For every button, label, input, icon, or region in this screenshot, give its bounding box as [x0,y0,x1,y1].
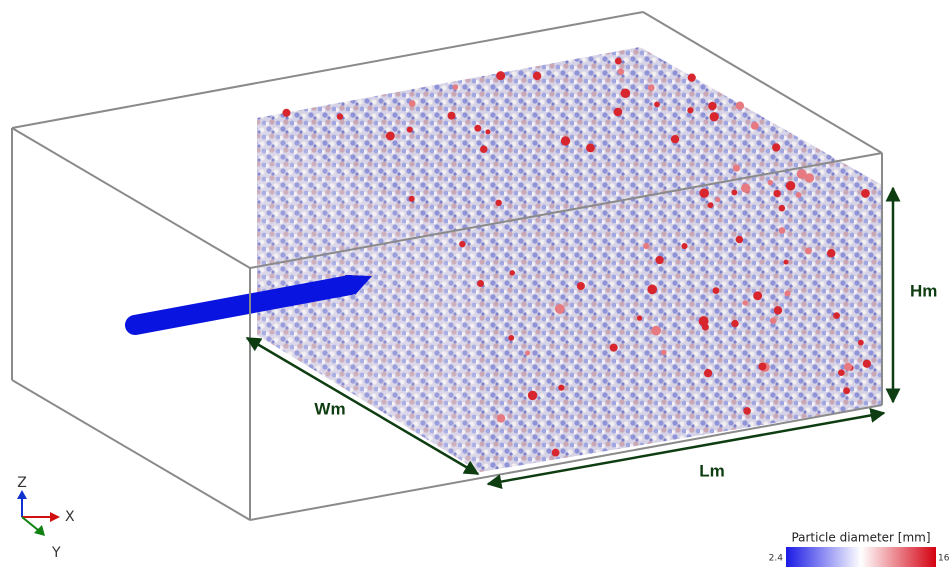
particle [448,112,456,120]
particle [805,247,812,254]
particle [687,107,693,113]
particle [614,108,623,117]
particle [827,249,835,257]
particle [497,414,506,423]
particle [386,131,395,140]
particle [647,285,657,295]
particle [525,351,530,356]
particle-bed [257,47,882,472]
particle [681,243,687,249]
particle [838,369,845,376]
particle [731,190,737,196]
particle [741,183,750,192]
particle [774,190,781,197]
particle [779,227,786,234]
particle [610,344,618,352]
particle [533,72,541,80]
particle [704,369,712,377]
particle [453,84,459,90]
particle [699,316,709,326]
particle [688,74,696,82]
particle [552,449,560,457]
particle [844,363,852,371]
particle [651,326,661,336]
axis-triad: Z X Y [17,475,75,561]
axis-y: Y [51,545,61,561]
particle [648,84,655,91]
particle [474,125,481,132]
colorbar: Particle diameter [mm] 2.4 16 [769,531,950,567]
particle [768,180,774,186]
particle [561,136,570,145]
particle [861,189,870,198]
particle [477,280,484,287]
particle [736,236,743,243]
particle [555,304,565,314]
particle [661,350,667,356]
particle [713,287,720,294]
width-label: Wm [314,399,345,418]
height-label: Hm [910,281,937,300]
colorbar-min: 2.4 [769,554,784,564]
scene: Hm Wm Lm Z X Y Particle diameter [mm] 2.… [0,0,952,567]
length-label: Lm [699,461,725,480]
particle [733,164,740,171]
particle [770,317,777,324]
colorbar-title: Particle diameter [mm] [791,531,930,545]
particle [508,335,514,341]
particle [784,290,790,296]
particle [772,143,780,151]
axis-x: X [65,509,75,525]
particle [783,260,788,265]
particle [736,102,744,110]
particle [409,100,416,107]
particle [743,407,751,415]
particle [510,270,515,275]
particle [637,315,642,320]
particle [858,340,864,346]
particle [655,256,663,264]
particle [796,192,802,198]
particle [558,385,564,391]
particle [528,391,537,400]
particle [485,129,490,134]
particle [459,241,465,247]
particle [618,68,625,75]
particle [708,102,717,111]
particle [708,202,714,208]
particle [843,387,850,394]
particle [577,282,585,290]
particle [779,205,785,211]
particle [863,360,871,368]
particle [643,243,649,249]
particle [774,306,782,314]
particle [731,320,739,328]
particle [654,101,660,107]
particle [751,122,759,130]
particle [715,197,720,202]
particle [495,200,501,206]
particle [753,291,762,300]
particle [337,113,343,119]
particle [786,181,796,191]
particle [742,300,747,305]
particle [797,169,807,179]
colorbar-max: 16 [938,554,950,564]
particle [496,71,505,80]
particle [480,145,487,152]
particle [407,127,413,133]
particle [710,112,719,121]
particle [586,143,595,152]
particle [409,196,415,202]
particle [615,58,622,65]
axis-z: Z [17,475,27,491]
particle [833,312,840,319]
particle [671,135,679,143]
particle [758,363,766,371]
particle [621,89,631,99]
particle [282,109,290,117]
particle [699,188,709,198]
